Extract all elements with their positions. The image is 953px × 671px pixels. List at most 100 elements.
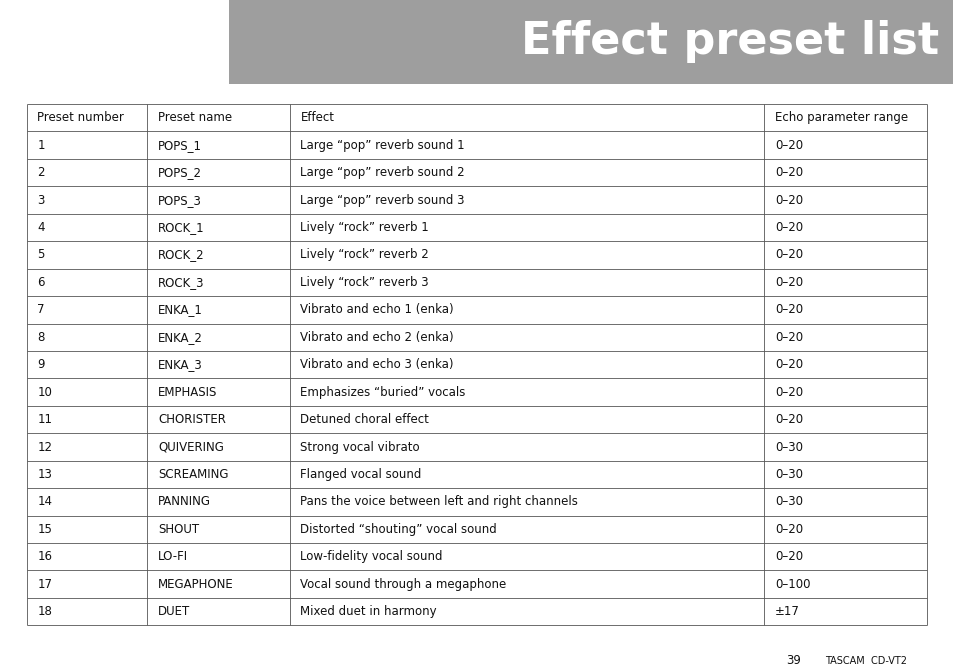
Text: 0–20: 0–20	[774, 523, 802, 536]
Text: QUIVERING: QUIVERING	[158, 440, 224, 454]
Text: 18: 18	[37, 605, 52, 618]
Text: Vibrato and echo 2 (enka): Vibrato and echo 2 (enka)	[300, 331, 454, 344]
Text: 0–30: 0–30	[774, 468, 802, 481]
Text: 0–20: 0–20	[774, 303, 802, 316]
Text: Vibrato and echo 3 (enka): Vibrato and echo 3 (enka)	[300, 358, 454, 371]
Text: 0–20: 0–20	[774, 358, 802, 371]
Bar	[27, 241, 926, 268]
Text: 0–20: 0–20	[774, 386, 802, 399]
Text: 0–20: 0–20	[774, 193, 802, 207]
Bar	[27, 543, 926, 570]
Text: SHOUT: SHOUT	[158, 523, 199, 536]
Text: 0–20: 0–20	[774, 139, 802, 152]
Text: Effect preset list: Effect preset list	[520, 20, 938, 64]
Bar	[27, 433, 926, 461]
Text: 15: 15	[37, 523, 52, 536]
Text: 0–20: 0–20	[774, 276, 802, 289]
Text: Preset name: Preset name	[158, 111, 232, 124]
Text: Mixed duet in harmony: Mixed duet in harmony	[300, 605, 436, 618]
Text: SCREAMING: SCREAMING	[158, 468, 229, 481]
Text: CHORISTER: CHORISTER	[158, 413, 226, 426]
Text: ROCK_3: ROCK_3	[158, 276, 205, 289]
Text: ENKA_2: ENKA_2	[158, 331, 203, 344]
Text: 16: 16	[37, 550, 52, 563]
Text: LO-FI: LO-FI	[158, 550, 188, 563]
Text: ENKA_3: ENKA_3	[158, 358, 203, 371]
Bar	[0, 0, 229, 84]
Text: ROCK_1: ROCK_1	[158, 221, 205, 234]
Text: 0–20: 0–20	[774, 413, 802, 426]
Bar	[27, 296, 926, 323]
Text: 0–30: 0–30	[774, 440, 802, 454]
Text: 1: 1	[37, 139, 45, 152]
Text: Flanged vocal sound: Flanged vocal sound	[300, 468, 421, 481]
Text: 2: 2	[37, 166, 45, 179]
Text: Preset number: Preset number	[37, 111, 124, 124]
Text: 3: 3	[37, 193, 45, 207]
Text: ROCK_2: ROCK_2	[158, 248, 205, 262]
Bar	[27, 515, 926, 543]
Text: 13: 13	[37, 468, 52, 481]
Text: Strong vocal vibrato: Strong vocal vibrato	[300, 440, 419, 454]
Text: 0–30: 0–30	[774, 495, 802, 509]
Bar	[229, 0, 953, 84]
Bar	[27, 268, 926, 296]
Text: 12: 12	[37, 440, 52, 454]
Bar	[27, 570, 926, 598]
Text: 39: 39	[785, 654, 801, 666]
Bar	[27, 461, 926, 488]
Bar	[27, 598, 926, 625]
Text: PANNING: PANNING	[158, 495, 211, 509]
Bar	[27, 406, 926, 433]
Text: POPS_1: POPS_1	[158, 139, 202, 152]
Text: Vibrato and echo 1 (enka): Vibrato and echo 1 (enka)	[300, 303, 454, 316]
Text: 10: 10	[37, 386, 52, 399]
Text: 7: 7	[37, 303, 45, 316]
Text: 0–20: 0–20	[774, 166, 802, 179]
Text: Lively “rock” reverb 2: Lively “rock” reverb 2	[300, 248, 429, 262]
Text: Large “pop” reverb sound 2: Large “pop” reverb sound 2	[300, 166, 465, 179]
Text: Large “pop” reverb sound 1: Large “pop” reverb sound 1	[300, 139, 465, 152]
Bar	[27, 378, 926, 406]
Bar	[27, 323, 926, 351]
Text: 0–20: 0–20	[774, 248, 802, 262]
Bar	[27, 351, 926, 378]
Text: POPS_2: POPS_2	[158, 166, 202, 179]
Text: Low-fidelity vocal sound: Low-fidelity vocal sound	[300, 550, 442, 563]
Text: ENKA_1: ENKA_1	[158, 303, 203, 316]
Text: Vocal sound through a megaphone: Vocal sound through a megaphone	[300, 578, 506, 590]
Text: DUET: DUET	[158, 605, 191, 618]
Text: Echo parameter range: Echo parameter range	[774, 111, 907, 124]
Text: 9: 9	[37, 358, 45, 371]
Bar	[27, 488, 926, 515]
Text: 0–20: 0–20	[774, 331, 802, 344]
Text: POPS_3: POPS_3	[158, 193, 202, 207]
Bar	[27, 187, 926, 214]
Text: 0–100: 0–100	[774, 578, 810, 590]
Text: 17: 17	[37, 578, 52, 590]
Text: Lively “rock” reverb 1: Lively “rock” reverb 1	[300, 221, 429, 234]
Text: 8: 8	[37, 331, 45, 344]
Bar	[27, 214, 926, 241]
Text: Large “pop” reverb sound 3: Large “pop” reverb sound 3	[300, 193, 464, 207]
Bar	[27, 132, 926, 159]
Text: Pans the voice between left and right channels: Pans the voice between left and right ch…	[300, 495, 578, 509]
Bar	[27, 104, 926, 132]
Text: EMPHASIS: EMPHASIS	[158, 386, 217, 399]
Text: Detuned choral effect: Detuned choral effect	[300, 413, 429, 426]
Text: 5: 5	[37, 248, 45, 262]
Text: 6: 6	[37, 276, 45, 289]
Text: 11: 11	[37, 413, 52, 426]
Text: 0–20: 0–20	[774, 550, 802, 563]
Text: MEGAPHONE: MEGAPHONE	[158, 578, 233, 590]
Text: 0–20: 0–20	[774, 221, 802, 234]
Text: 4: 4	[37, 221, 45, 234]
Text: Distorted “shouting” vocal sound: Distorted “shouting” vocal sound	[300, 523, 497, 536]
Text: Effect: Effect	[300, 111, 335, 124]
Text: Lively “rock” reverb 3: Lively “rock” reverb 3	[300, 276, 429, 289]
Text: Emphasizes “buried” vocals: Emphasizes “buried” vocals	[300, 386, 465, 399]
Bar	[27, 159, 926, 187]
Text: TASCAM  CD-VT2: TASCAM CD-VT2	[824, 656, 906, 666]
Text: 14: 14	[37, 495, 52, 509]
Text: ±17: ±17	[774, 605, 799, 618]
